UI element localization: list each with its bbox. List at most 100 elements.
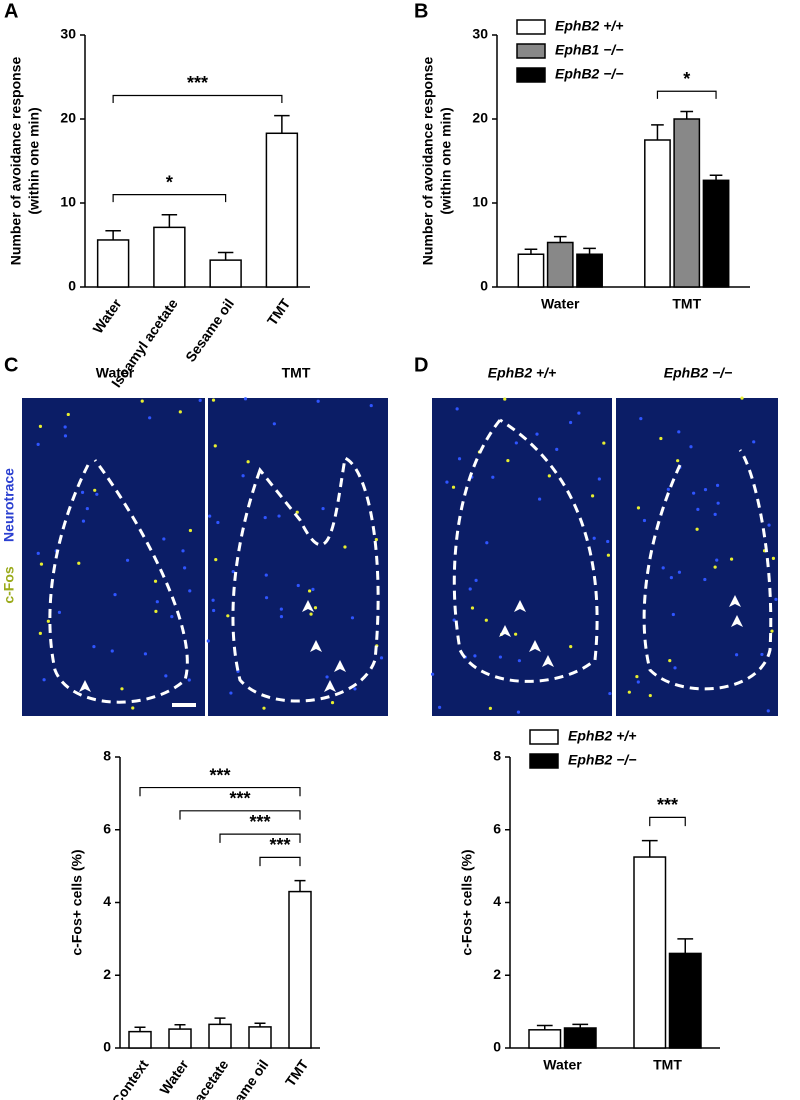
scale-bar: [172, 703, 196, 707]
y-tick-label: 10: [472, 194, 488, 210]
stain-dot: [606, 539, 610, 544]
stain-dot: [231, 570, 235, 574]
legend-swatch: [529, 753, 559, 769]
bar: [576, 253, 603, 288]
stain-dot: [577, 411, 581, 415]
bar: [702, 179, 730, 288]
stain-dot: [503, 397, 507, 401]
significance-label: ***: [269, 835, 290, 855]
significance-bracket: [179, 810, 301, 820]
stain-dot: [46, 619, 50, 623]
stain-dot: [188, 589, 192, 593]
stain-dot: [93, 488, 97, 492]
error-bar: [583, 247, 596, 255]
stain-dot: [343, 545, 347, 549]
stain-dot: [752, 440, 756, 444]
stain-dot: [498, 655, 503, 659]
arrowhead: [499, 625, 511, 637]
stain-dot: [162, 537, 166, 541]
stain-dot: [488, 706, 492, 710]
stain-dot: [80, 490, 85, 495]
arrowhead: [302, 600, 314, 612]
stain-dot: [309, 612, 313, 616]
stain-dot: [379, 656, 384, 660]
error-bar: [524, 248, 538, 255]
stain-dot: [677, 430, 681, 434]
stain-dot: [66, 412, 70, 417]
arrowhead: [529, 640, 541, 652]
panel-letter: C: [4, 354, 18, 376]
stain-dot: [484, 618, 488, 622]
stain-dot: [703, 488, 708, 492]
stain-dot: [216, 520, 220, 525]
micrograph: [208, 398, 388, 716]
stain-dot: [307, 589, 312, 593]
stain-dot: [689, 445, 693, 449]
stain-dot: [369, 403, 373, 408]
y-axis-label: Number of avoidance response: [8, 57, 24, 266]
stain-dot: [547, 474, 551, 478]
stain-dot: [506, 458, 510, 463]
stain-dot: [695, 527, 699, 531]
stain-dot: [592, 536, 596, 540]
stain-dot: [36, 551, 40, 555]
stain-dot: [63, 425, 67, 429]
stain-dot: [155, 600, 159, 604]
stain-dot: [473, 654, 477, 658]
error-bar: [217, 251, 234, 261]
image-label: TMT: [282, 365, 311, 381]
region-outline: [642, 449, 773, 691]
y-tick-label: 10: [60, 194, 76, 210]
stain-dot: [279, 615, 284, 619]
stain-dot: [39, 562, 44, 566]
legend-swatch: [516, 67, 546, 83]
stain-dot: [311, 587, 315, 591]
stain-dot: [211, 598, 215, 602]
stain-dot: [569, 420, 573, 425]
stain-dot: [264, 573, 268, 577]
bar: [673, 118, 701, 288]
stain-dot: [36, 442, 40, 446]
panel-letter: D: [414, 354, 428, 376]
stain-dot: [264, 596, 269, 600]
bar: [248, 1026, 272, 1049]
y-axis-label: c-Fos+ cells (%): [69, 849, 85, 955]
stain-dot: [627, 690, 631, 694]
legend-label: EphB1 −/−: [555, 42, 623, 58]
stain-dot: [715, 558, 719, 562]
error-bar: [214, 1017, 226, 1025]
significance-label: *: [683, 69, 690, 89]
stain-dot: [178, 410, 182, 414]
stain-dot: [673, 666, 677, 670]
stain-dot: [148, 416, 152, 420]
micrograph: [616, 398, 778, 716]
stain-dot: [470, 606, 475, 610]
stain-dot: [438, 705, 442, 709]
stain-dot: [485, 541, 489, 545]
stain-dot: [516, 710, 521, 714]
x-tick-label: TMT: [653, 1057, 682, 1073]
stain-dot: [246, 460, 250, 464]
y-axis-label: c-Fos+ cells (%): [459, 849, 475, 955]
legend-swatch: [516, 19, 546, 35]
stain-dot: [277, 514, 281, 518]
micrograph: [432, 398, 612, 716]
stain-dot: [713, 565, 717, 569]
significance-bracket: [656, 90, 717, 99]
bar: [128, 1030, 152, 1049]
stain-dot: [313, 606, 318, 610]
stain-dot: [602, 441, 606, 445]
stain-dot: [38, 424, 43, 429]
legend-label: EphB2 +/+: [555, 18, 623, 34]
error-bar: [254, 1022, 266, 1027]
stain-dot: [696, 507, 700, 511]
y-tick-label: 0: [103, 1039, 111, 1055]
stain-dot: [590, 494, 595, 498]
error-bar: [134, 1026, 146, 1032]
stain-dot: [188, 528, 193, 533]
bar: [517, 253, 545, 288]
stain-dot: [143, 652, 148, 656]
stain-dot: [517, 659, 522, 663]
stain-dot: [263, 515, 267, 520]
